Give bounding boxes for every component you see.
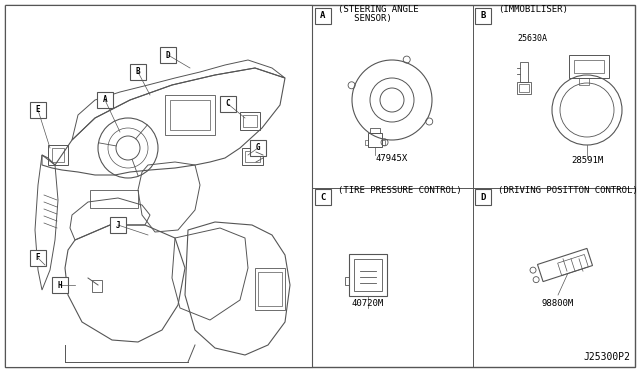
- Text: (STEERING ANGLE: (STEERING ANGLE: [338, 5, 419, 14]
- Bar: [349, 254, 387, 296]
- Bar: [110, 217, 126, 233]
- Text: (DRIVING POSITTON CONTROL): (DRIVING POSITTON CONTROL): [498, 186, 637, 195]
- Bar: [368, 133, 382, 147]
- Bar: [250, 140, 266, 156]
- Text: H: H: [58, 280, 62, 289]
- Text: A: A: [320, 12, 326, 20]
- Text: 40720M: 40720M: [352, 299, 384, 308]
- Bar: [30, 102, 46, 118]
- Bar: [48, 145, 68, 165]
- Text: G: G: [256, 144, 260, 153]
- Text: J: J: [116, 221, 120, 230]
- Text: 28591M: 28591M: [571, 156, 603, 165]
- Bar: [242, 148, 263, 165]
- Bar: [569, 55, 609, 78]
- Text: D: D: [166, 51, 170, 60]
- Bar: [255, 268, 285, 310]
- Text: B: B: [480, 12, 486, 20]
- Bar: [5, 5, 312, 367]
- Bar: [475, 8, 491, 24]
- Text: (TIRE PRESSURE CONTROL): (TIRE PRESSURE CONTROL): [338, 186, 461, 195]
- Text: 98800M: 98800M: [542, 299, 574, 308]
- Bar: [165, 95, 215, 135]
- Text: 25630A: 25630A: [517, 34, 547, 43]
- Bar: [354, 259, 382, 291]
- Text: B: B: [136, 67, 140, 77]
- Bar: [245, 151, 260, 162]
- Bar: [315, 189, 331, 205]
- Text: (IMMOBILISER): (IMMOBILISER): [498, 5, 568, 14]
- Bar: [475, 189, 491, 205]
- Bar: [345, 277, 349, 285]
- Bar: [240, 112, 260, 130]
- Bar: [382, 140, 385, 145]
- Bar: [370, 128, 380, 133]
- Bar: [517, 82, 531, 94]
- Bar: [52, 148, 64, 162]
- Bar: [579, 78, 589, 85]
- Bar: [52, 277, 68, 293]
- Bar: [520, 62, 528, 82]
- Bar: [574, 60, 604, 73]
- Text: C: C: [226, 99, 230, 109]
- Bar: [30, 250, 46, 266]
- Bar: [5, 5, 312, 367]
- Text: E: E: [36, 106, 40, 115]
- Bar: [220, 96, 236, 112]
- Bar: [258, 272, 282, 306]
- Bar: [170, 100, 210, 130]
- Bar: [315, 8, 331, 24]
- Text: D: D: [480, 192, 486, 202]
- Text: A: A: [102, 96, 108, 105]
- Bar: [90, 190, 138, 208]
- Text: F: F: [36, 253, 40, 263]
- Bar: [97, 92, 113, 108]
- Bar: [160, 47, 176, 63]
- Bar: [519, 84, 529, 92]
- Text: J25300P2: J25300P2: [583, 352, 630, 362]
- Bar: [92, 280, 102, 292]
- Bar: [243, 115, 257, 127]
- Bar: [365, 140, 368, 145]
- Text: 47945X: 47945X: [376, 154, 408, 163]
- Bar: [130, 64, 146, 80]
- Text: SENSOR): SENSOR): [338, 14, 392, 23]
- Text: C: C: [320, 192, 326, 202]
